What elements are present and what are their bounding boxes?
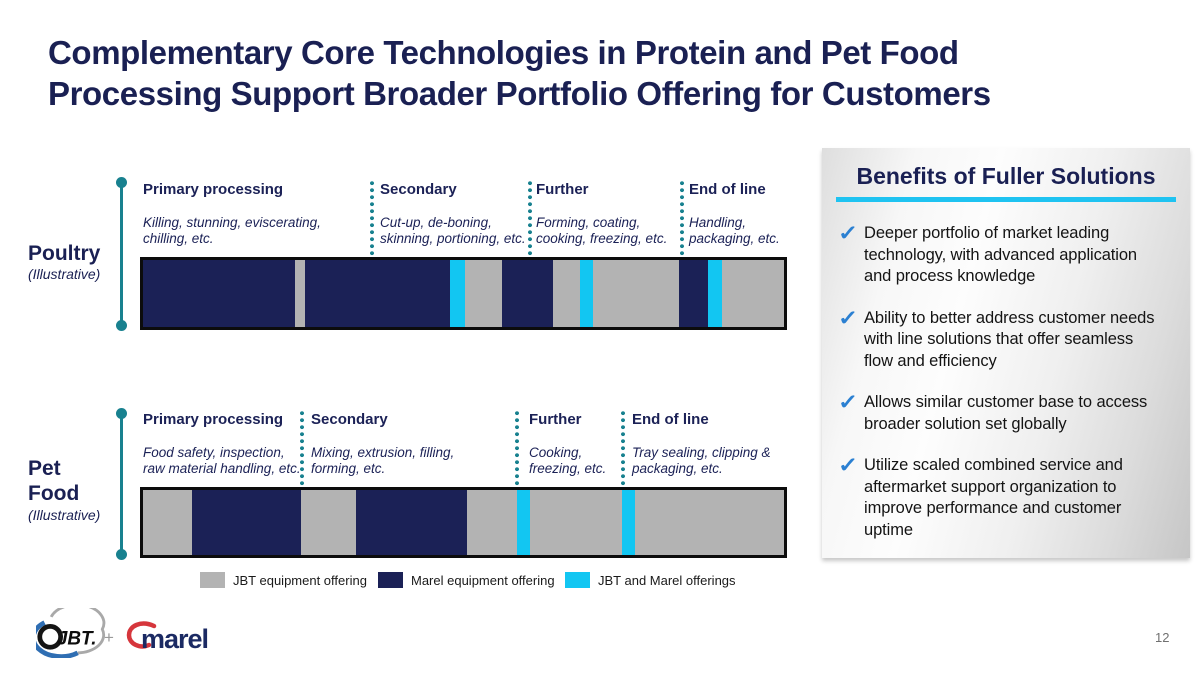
bar-segment-jbt [294,260,306,327]
petfood-col-further: Further Cooking, freezing, etc. [529,411,754,476]
benefits-title-underline [836,197,1176,202]
poultry-col-primary: Primary processing Killing, stunning, ev… [143,181,368,246]
bar-segment-marel [356,490,468,555]
benefits-list: ✓ Deeper portfolio of market leading tec… [838,223,1176,541]
column-title: Secondary [311,411,388,428]
bar-segment-jbt [464,260,502,327]
jbt-logo-ring [37,624,63,650]
legend-item-jbt: JBT equipment offering [200,572,367,588]
benefit-item: ✓ Ability to better address customer nee… [838,306,1176,373]
marel-logo-text: marel [141,624,208,654]
legend-item-marel: Marel equipment offering [378,572,555,588]
column-divider [515,411,519,558]
marel-logo-swoosh [126,621,157,649]
column-title: Further [536,181,589,198]
column-description: Handling, packaging, etc. [689,215,780,246]
checkmark-icon: ✓ [838,306,859,330]
column-description: Cut-up, de-boning, skinning, portioning,… [380,215,526,246]
bar-segment-jbt [467,490,517,555]
petfood-process-bar [140,487,787,558]
petfood-col-endofline: End of line Tray sealing, clipping & pac… [632,411,857,476]
petfood-illustrative-note: (Illustrative) [28,507,101,523]
column-divider [528,181,532,330]
bar-segment-jbt [301,490,357,555]
marel-logo: marel [124,617,224,660]
jbt-logo: JBT. [30,603,108,663]
bar-segment-both [516,490,530,555]
poultry-col-secondary: Secondary Cut-up, de-boning, skinning, p… [380,181,605,246]
bar-segment-marel [305,260,451,327]
benefit-text: Deeper portfolio of market leading techn… [864,224,1138,285]
benefit-item: ✓ Allows similar customer base to access… [838,392,1176,435]
petfood-label: Pet Food [28,457,80,505]
column-title: Secondary [380,181,457,198]
benefit-item: ✓ Utilize scaled combined service and af… [838,455,1176,541]
checkmark-icon: ✓ [838,222,859,245]
column-description: Tray sealing, clipping & packaging, etc. [632,445,771,476]
column-title: Primary processing [143,181,284,198]
benefits-title: Benefits of Fuller Solutions [856,163,1156,189]
bar-segment-both [580,260,593,327]
bar-segment-jbt [529,490,623,555]
column-description: Food safety, inspection, raw material ha… [143,445,301,476]
column-title: Further [529,411,582,428]
benefit-text: Ability to better address customer needs… [864,308,1155,370]
petfood-col-primary: Primary processing Food safety, inspecti… [143,411,368,476]
legend-swatch-both [565,572,590,588]
slide-title: Complementary Core Technologies in Prote… [48,34,991,112]
legend-swatch-jbt [200,572,225,588]
poultry-illustrative-note: (Illustrative) [28,266,101,282]
page-number: 12 [1155,630,1170,645]
legend-label: JBT equipment offering [233,572,367,588]
poultry-process-bar [140,257,787,330]
bar-segment-jbt [721,260,784,327]
benefits-panel: Benefits of Fuller Solutions ✓ Deeper po… [822,148,1190,558]
jbt-logo-text: JBT. [57,628,97,649]
bar-segment-jbt [635,490,784,555]
bar-segment-both [707,260,722,327]
checkmark-icon: ✓ [838,454,859,477]
column-description: Cooking, freezing, etc. [529,445,607,476]
bar-segment-jbt [592,260,679,327]
column-description: Killing, stunning, eviscerating, chillin… [143,215,321,246]
bar-segment-marel [143,260,295,327]
petfood-connector-line [116,408,127,560]
plus-separator: + [104,628,114,647]
column-title: Primary processing [143,411,284,428]
column-divider [370,181,374,330]
bar-segment-marel [678,260,708,327]
poultry-col-endofline: End of line Handling, packaging, etc. [689,181,914,246]
legend-swatch-marel [378,572,403,588]
bar-segment-marel [192,490,302,555]
benefit-text: Allows similar customer base to access b… [864,393,1148,433]
legend-label: Marel equipment offering [411,572,555,588]
bar-segment-both [450,260,465,327]
benefit-text: Utilize scaled combined service and afte… [864,456,1123,539]
poultry-label: Poultry [28,242,101,265]
poultry-col-further: Further Forming, coating, cooking, freez… [536,181,761,246]
bar-segment-jbt [553,260,581,327]
petfood-col-secondary: Secondary Mixing, extrusion, filling, fo… [311,411,536,476]
column-divider [680,181,684,330]
bar-segment-both [622,490,636,555]
column-title: End of line [689,181,766,198]
bar-segment-jbt [143,490,193,555]
checkmark-icon: ✓ [838,391,859,414]
column-title: End of line [632,411,709,428]
jbt-logo-blue-arc [30,620,79,659]
poultry-connector-line [116,177,127,331]
column-description: Forming, coating, cooking, freezing, etc… [536,215,668,246]
benefit-item: ✓ Deeper portfolio of market leading tec… [838,223,1176,288]
bar-segment-marel [501,260,554,327]
column-divider [300,411,304,558]
legend-label: JBT and Marel offerings [598,572,736,588]
column-description: Mixing, extrusion, filling, forming, etc… [311,445,455,476]
legend-item-both: JBT and Marel offerings [565,572,736,588]
column-divider [621,411,625,558]
